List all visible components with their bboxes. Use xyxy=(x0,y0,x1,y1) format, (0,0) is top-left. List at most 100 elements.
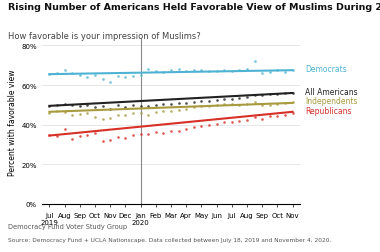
Point xyxy=(267,92,273,97)
Point xyxy=(244,68,250,72)
Point xyxy=(176,68,182,72)
Point xyxy=(221,120,227,124)
Point xyxy=(168,109,174,113)
Point xyxy=(145,68,151,72)
Point xyxy=(229,98,235,102)
Point xyxy=(138,104,144,108)
Point xyxy=(259,93,265,98)
Point xyxy=(138,132,144,136)
Text: Rising Number of Americans Held Favorable View of Muslims During 2020 Election C: Rising Number of Americans Held Favorabl… xyxy=(8,3,380,12)
Point xyxy=(244,103,250,107)
Point xyxy=(183,107,189,111)
Point xyxy=(54,134,60,138)
Point xyxy=(198,104,204,108)
Point xyxy=(122,76,128,80)
Point xyxy=(100,117,106,121)
Point xyxy=(206,100,212,104)
Text: Source: Democracy Fund + UCLA Nationscape. Data collected between July 18, 2019 : Source: Democracy Fund + UCLA Nationscap… xyxy=(8,237,331,242)
Point xyxy=(160,103,166,107)
Point xyxy=(252,93,258,98)
Point xyxy=(69,137,75,141)
Point xyxy=(77,104,83,108)
Point xyxy=(122,113,128,117)
Point xyxy=(168,103,174,107)
Point xyxy=(115,135,121,139)
Point xyxy=(183,127,189,131)
Point xyxy=(229,120,235,124)
Point xyxy=(252,101,258,105)
Point xyxy=(77,112,83,116)
Point xyxy=(176,129,182,133)
Point xyxy=(138,74,144,78)
Point xyxy=(62,69,68,73)
Point xyxy=(46,111,52,115)
Point xyxy=(100,104,106,108)
Point xyxy=(62,127,68,131)
Point xyxy=(145,132,151,136)
Point xyxy=(229,103,235,107)
Point xyxy=(153,110,159,114)
Point xyxy=(236,69,242,73)
Point xyxy=(206,70,212,74)
Point xyxy=(77,134,83,138)
Point xyxy=(290,111,296,115)
Point xyxy=(259,72,265,76)
Point xyxy=(221,98,227,102)
Point xyxy=(46,73,52,77)
Point xyxy=(115,75,121,79)
Point xyxy=(206,104,212,108)
Point xyxy=(69,103,75,107)
Point xyxy=(267,71,273,75)
Point xyxy=(274,69,280,73)
Point xyxy=(153,130,159,134)
Point xyxy=(282,71,288,75)
Point xyxy=(176,102,182,106)
Point xyxy=(252,60,258,64)
Point xyxy=(62,110,68,114)
Point xyxy=(267,103,273,107)
Point xyxy=(77,74,83,78)
Point xyxy=(84,103,90,107)
Text: Republicans: Republicans xyxy=(306,107,352,116)
Point xyxy=(191,125,197,129)
Text: How favorable is your impression of Muslims?: How favorable is your impression of Musl… xyxy=(8,32,200,41)
Point xyxy=(214,99,220,103)
Point xyxy=(168,69,174,73)
Point xyxy=(236,103,242,107)
Point xyxy=(100,78,106,82)
Point xyxy=(206,123,212,127)
Point xyxy=(62,103,68,107)
Point xyxy=(290,69,296,73)
Point xyxy=(160,109,166,113)
Point xyxy=(198,124,204,128)
Point xyxy=(244,96,250,100)
Point xyxy=(138,111,144,115)
Point xyxy=(244,118,250,122)
Point xyxy=(107,81,113,85)
Point xyxy=(122,136,128,140)
Point xyxy=(115,103,121,107)
Point xyxy=(259,117,265,121)
Point xyxy=(69,72,75,76)
Point xyxy=(46,133,52,137)
Point xyxy=(282,91,288,96)
Point xyxy=(176,108,182,112)
Text: Democracy Fund Voter Study Group: Democracy Fund Voter Study Group xyxy=(8,223,127,229)
Point xyxy=(84,76,90,80)
Point xyxy=(274,103,280,107)
Point xyxy=(130,75,136,79)
Point xyxy=(221,69,227,73)
Point xyxy=(92,115,98,119)
Point xyxy=(274,92,280,97)
Point xyxy=(130,133,136,137)
Point xyxy=(191,69,197,73)
Point xyxy=(183,70,189,74)
Point xyxy=(122,105,128,109)
Point xyxy=(107,107,113,111)
Point xyxy=(198,69,204,73)
Point xyxy=(267,114,273,118)
Point xyxy=(282,113,288,117)
Point xyxy=(130,103,136,107)
Point xyxy=(214,70,220,74)
Point xyxy=(160,71,166,75)
